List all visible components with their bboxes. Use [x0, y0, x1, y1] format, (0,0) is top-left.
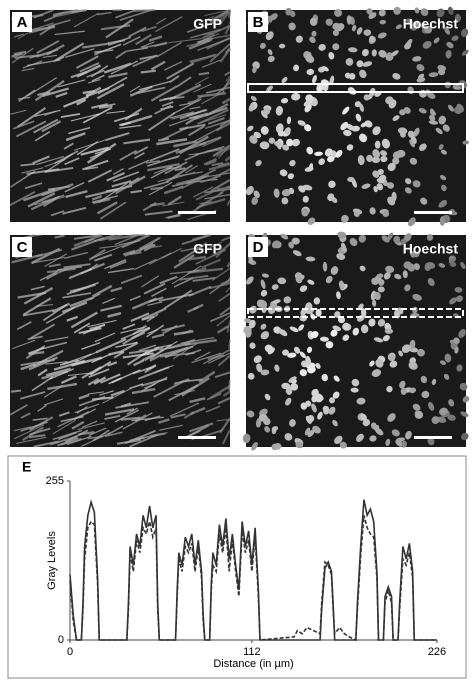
nucleus [347, 177, 355, 182]
x-axis-label: Distance (in µm) [213, 658, 293, 670]
scale-bar [178, 211, 216, 214]
x-tick-label: 112 [243, 646, 261, 658]
panel-label: Hoechst [403, 241, 459, 257]
fiber [11, 391, 21, 392]
panel-label: GFP [193, 16, 222, 32]
panel-letter: D [253, 239, 264, 256]
x-tick-label: 0 [67, 646, 73, 658]
scale-bar [414, 211, 452, 214]
fiber [229, 380, 230, 391]
image-panel: B Hoechst [244, 5, 469, 227]
panel-letter: E [22, 459, 31, 475]
y-axis-label: Gray Levels [46, 531, 58, 590]
image-panel: A GFP [10, 10, 230, 222]
panel-letter: B [253, 14, 264, 31]
fiber [199, 73, 209, 75]
image-panel: D Hoechst [242, 231, 471, 452]
x-tick-label: 226 [428, 646, 446, 658]
y-tick-label: 0 [58, 634, 64, 646]
y-tick-label: 255 [46, 475, 64, 487]
nucleus [334, 9, 342, 17]
image-panel: C GFP [10, 235, 230, 447]
panel-letter: C [17, 239, 28, 256]
nucleus [274, 443, 281, 450]
fiber [150, 188, 162, 189]
panel-label: GFP [193, 241, 222, 257]
scale-bar [178, 436, 216, 439]
nucleus [281, 383, 290, 389]
panel-label: Hoechst [403, 16, 459, 32]
panel-letter: A [17, 14, 28, 31]
fiber [134, 10, 155, 11]
scale-bar [414, 436, 452, 439]
